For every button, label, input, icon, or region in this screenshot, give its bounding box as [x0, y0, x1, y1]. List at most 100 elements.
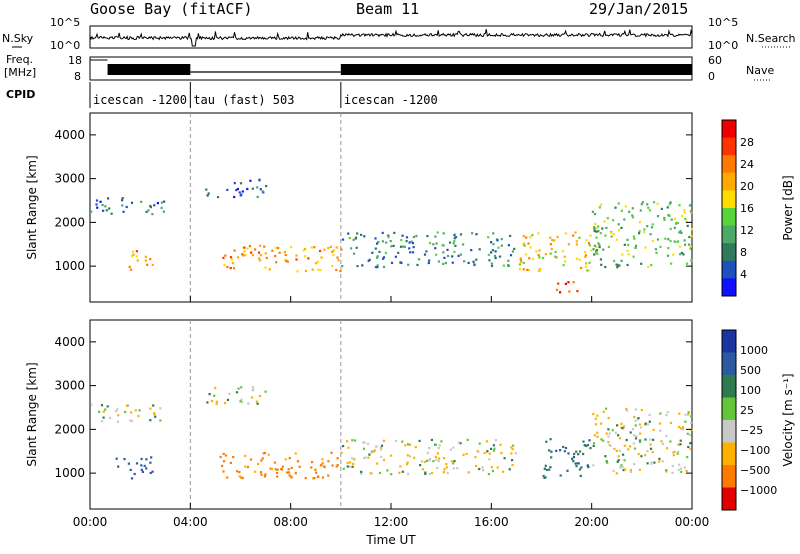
power-echo-cell [454, 244, 457, 247]
velocity-echo-cell [438, 444, 441, 447]
power-echo-cell [595, 250, 598, 253]
power-echo-cell [509, 254, 513, 257]
velocity-echo-cell [573, 452, 576, 456]
power-echo-cell [233, 182, 236, 185]
velocity-echo-cell [224, 454, 227, 457]
velocity-echo-cell [141, 470, 144, 473]
xtick-label: 16:00 [474, 515, 509, 529]
power-echo-cell [417, 258, 421, 261]
power-echo-cell [376, 264, 379, 267]
velocity-echo-cell [129, 419, 132, 422]
power-echo-cell [520, 260, 523, 263]
power-echo-cell [674, 217, 677, 221]
power-echo-cell [226, 265, 229, 269]
power-echo-cell [594, 222, 597, 225]
power-echo-cell [452, 242, 455, 245]
power-echo-cell [639, 209, 642, 212]
power-echo-cell [490, 251, 493, 254]
power-echo-cell [680, 251, 683, 254]
velocity-echo-cell [239, 400, 242, 403]
velocity-echo-cell [241, 401, 244, 404]
velocity-echo-cell [348, 465, 351, 468]
velocity-echo-cell [622, 453, 625, 456]
velocity-echo-cell [294, 452, 297, 455]
velocity-echo-cell [607, 435, 610, 438]
velocity-echo-cell [457, 441, 460, 444]
velocity-echo-cell [221, 464, 224, 467]
velocity-echo-cell [559, 449, 562, 452]
power-echo-cell [356, 232, 359, 235]
velocity-echo-cell [304, 477, 307, 480]
power-echo-cell [367, 259, 370, 262]
velocity-echo-cell [686, 432, 689, 435]
velocity-echo-cell [550, 450, 553, 453]
power-echo-cell [500, 244, 503, 247]
power-echo-cell [441, 244, 444, 247]
power-echo-cell [612, 233, 615, 236]
power-echo-cell [584, 254, 588, 257]
velocity-echo-cell [630, 470, 633, 473]
power-echo-cell [551, 238, 554, 242]
nsearch-label: N.Search [746, 32, 796, 45]
velocity-echo-cell [440, 440, 443, 443]
velocity-echo-cell [100, 420, 104, 423]
power-echo-cell [246, 247, 249, 250]
velocity-echo-cell [621, 427, 624, 430]
power-echo-cell [597, 230, 600, 233]
velocity-echo-cell [488, 458, 491, 461]
velocity-echo-cell [98, 410, 101, 413]
velocity-echo-cell [548, 449, 551, 452]
velocity-echo-cell [311, 461, 314, 464]
velocity-echo-cell [638, 423, 641, 426]
velocity-echo-cell [404, 444, 407, 447]
velocity-echo-cell [605, 432, 608, 435]
velocity-echo-cell [567, 452, 570, 455]
velocity-echo-cell [353, 439, 357, 442]
velocity-echo-cell [648, 420, 651, 423]
velocity-ytick-label: 1000 [54, 466, 85, 480]
velocity-echo-cell [478, 467, 481, 471]
power-echo-cell [442, 262, 445, 265]
velocity-echo-cell [686, 456, 689, 459]
power-colorbar-segment [722, 137, 736, 156]
power-echo-cell [381, 231, 384, 234]
velocity-echo-cell [449, 448, 452, 451]
power-echo-cell [659, 245, 662, 248]
velocity-echo-cell [219, 455, 222, 459]
velocity-echo-cell [312, 477, 315, 480]
power-echo-cell [337, 259, 340, 262]
velocity-echo-cell [491, 469, 494, 473]
power-echo-cell [336, 256, 339, 259]
velocity-echo-cell [575, 450, 578, 453]
power-echo-cell [635, 244, 638, 247]
velocity-colorbar-frame [721, 329, 737, 511]
velocity-echo-cell [151, 470, 154, 473]
noise-ytick-right-bottom: 10^0 [708, 39, 738, 52]
power-echo-cell [617, 229, 621, 232]
velocity-echo-cell [428, 446, 431, 450]
velocity-echo-cell [313, 477, 316, 480]
power-echo-cell [538, 268, 542, 271]
velocity-colorbar-tick: −500 [740, 464, 770, 477]
power-echo-cell [554, 250, 557, 254]
power-echo-cell [690, 234, 693, 237]
velocity-echo-cell [580, 466, 583, 469]
power-echo-cell [390, 245, 393, 248]
power-echo-cell [283, 250, 286, 254]
power-echo-cell [605, 226, 608, 229]
power-ytick-label: 4000 [54, 128, 85, 142]
power-echo-cell [624, 205, 627, 208]
power-echo-cell [473, 263, 476, 266]
power-echo-cell [286, 260, 289, 263]
velocity-echo-cell [426, 451, 429, 454]
velocity-echo-cell [673, 450, 676, 453]
power-echo-cell [435, 242, 438, 245]
velocity-echo-cell [511, 464, 514, 467]
power-echo-cell [374, 247, 377, 250]
velocity-echo-cell [150, 456, 153, 459]
power-echo-cell [263, 245, 266, 248]
power-echo-cell [686, 224, 689, 227]
velocity-echo-cell [600, 438, 603, 441]
velocity-echo-cell [618, 437, 622, 440]
power-echo-cell [617, 202, 620, 205]
